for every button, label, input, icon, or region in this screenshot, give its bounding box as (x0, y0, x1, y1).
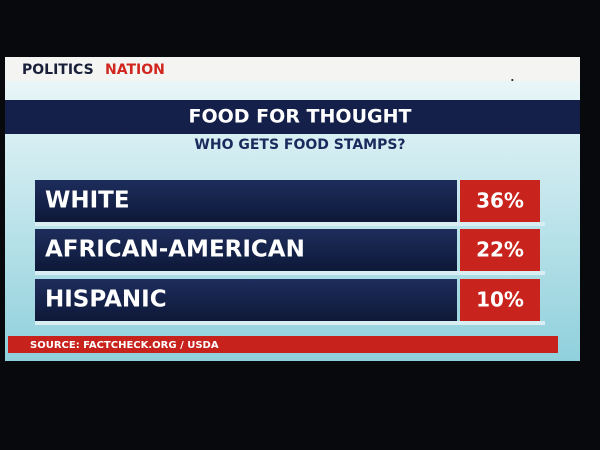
row-value: 36% (476, 189, 524, 213)
value-box (460, 180, 540, 222)
row-value: 22% (476, 238, 524, 262)
row-label: AFRICAN-AMERICAN (45, 237, 305, 263)
row-edge (35, 321, 545, 325)
show-name: POLITICS (22, 62, 94, 78)
row-edge (35, 271, 545, 275)
title-band (5, 100, 580, 134)
source-strip (8, 336, 558, 353)
value-box (460, 229, 540, 271)
top-strip (5, 57, 580, 81)
title: FOOD FOR THOUGHT (189, 106, 412, 128)
row-bar (35, 229, 457, 271)
row-value: 10% (476, 288, 524, 312)
row-label: WHITE (45, 188, 130, 214)
row-bar (35, 180, 457, 222)
row-bar (35, 279, 457, 321)
show-name-accent: NATION (105, 62, 165, 78)
source: SOURCE: FACTCHECK.ORG / USDA (30, 340, 219, 351)
rows: WHITE 36% AFRICAN-AMERICAN 22% HISPANIC 10% (35, 180, 545, 325)
row-label: HISPANIC (45, 287, 167, 313)
row-edge (35, 222, 545, 226)
value-box (460, 279, 540, 321)
subtitle: WHO GETS FOOD STAMPS? (194, 137, 405, 153)
